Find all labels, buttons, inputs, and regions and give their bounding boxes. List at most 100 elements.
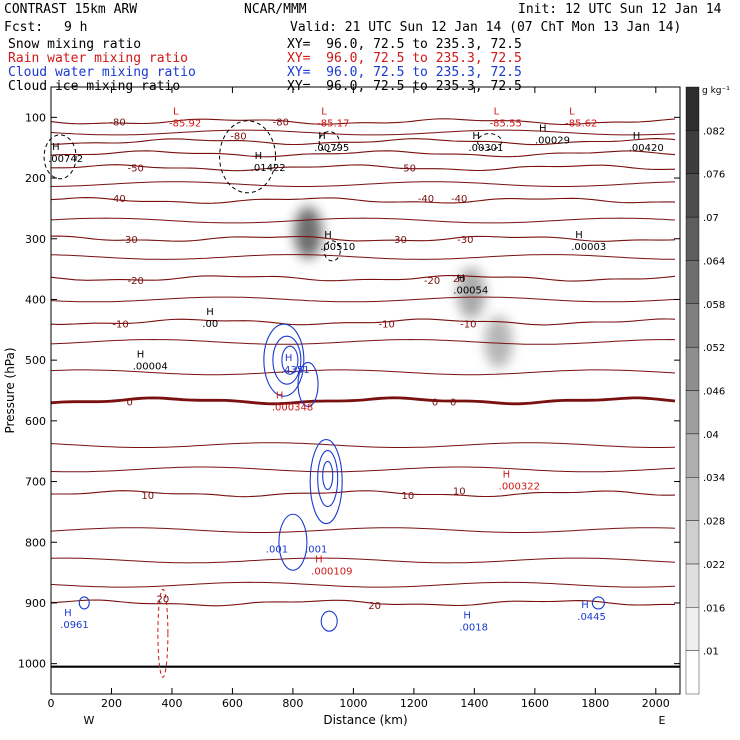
x-tick-label-400: 400 [161,697,182,710]
x-tick-label-0: 0 [48,697,55,710]
isotherm-minor-6 [50,369,676,376]
snow-shade-2 [484,315,513,368]
colorbar-swatch-8 [685,303,700,348]
cloud-water-contour-4 [309,438,343,525]
isotherm-minor-8 [50,466,676,473]
extremum-value-11: .00003 [571,242,606,253]
extremum-value-9: .01422 [251,163,286,174]
isotherm-label-15: -10 [378,320,394,331]
cloud-ice-contour-3 [476,133,502,151]
isotherm--30 [50,235,676,242]
colorbar-swatch-3 [685,520,700,565]
isotherm-minor-3 [50,254,675,260]
colorbar-swatch-0 [685,650,700,695]
colorbar-swatch-1 [685,607,700,651]
y-tick-label-400: 400 [25,293,46,306]
cloud-water-contour-8 [320,610,338,632]
extremum-marker-1: L [321,107,327,118]
extremum-value-14: .00004 [133,361,168,372]
x-tick-label-1200: 1200 [400,697,428,710]
isotherm-label-5: -40 [109,194,125,205]
snow-shade-0 [294,206,323,259]
colorbar-level-10: .07 [703,213,719,224]
extremum-value-19: .001 [305,544,327,555]
cloud-water-contour-10 [591,596,605,610]
cloud-ice-contour-0 [219,120,277,194]
extremum-marker-15: H [285,353,293,364]
extremum-value-4: .00742 [48,154,83,165]
y-tick-label-500: 500 [25,354,46,367]
extremum-value-16: .000348 [272,403,313,414]
x-tick-label-800: 800 [282,697,303,710]
extremum-value-6: .00301 [468,143,503,154]
isotherm-minor-0 [50,129,676,136]
extremum-marker-21: H [64,608,72,619]
cloud-water-contour-6 [322,460,334,491]
extremum-value-13: .00 [202,319,218,330]
isotherm-label-22: 10 [453,487,466,498]
isotherm-label-0: -80 [109,118,125,129]
header-fcst-label: Fcst: [4,20,44,35]
cloud-ice-contour-2 [318,131,340,153]
colorbar-swatch-9 [685,260,700,304]
extremum-marker-22: H [463,610,471,621]
extremum-value-8: .00420 [629,143,664,154]
cloud-water-contour-1 [272,335,302,385]
isotherm-10 [51,490,676,498]
extremum-marker-0: L [173,107,179,118]
y-tick-label-200: 200 [25,172,46,185]
colorbar-level-5: .04 [703,430,719,441]
x-tick-label-200: 200 [101,697,122,710]
header-fcst-value: 9 h [64,20,88,35]
colorbar-swatch-11 [685,173,700,218]
isotherm-label-8: -30 [121,235,137,246]
extremum-marker-23: H [581,600,589,611]
extremum-value-22: .0018 [459,622,488,633]
isotherm-minor-2 [50,217,676,224]
extremum-marker-7: H [539,124,547,135]
extremum-marker-8: H [633,131,641,142]
colorbar-swatch-7 [685,346,700,391]
isotherm-label-17: 0 [126,397,132,408]
x-tick-label-1800: 1800 [581,697,609,710]
extremum-marker-16: H [276,391,284,402]
isotherm-minor-4 [50,296,676,303]
isotherm-label-23: 20 [157,595,170,606]
header-center: NCAR/MMM [244,2,307,17]
cloud-water-contour-2 [281,345,299,375]
extremum-marker-4: H [52,142,60,153]
isotherm--20 [50,274,676,282]
isotherm-label-6: -40 [418,194,434,205]
extremum-marker-5: H [318,131,326,142]
extremum-marker-13: H [206,307,214,318]
colorbar-swatch-2 [685,563,700,608]
extremum-value-23: .0445 [577,612,606,623]
extremum-marker-2: L [494,107,500,118]
isotherm-minor-9 [50,527,676,533]
colorbar-level-1: .016 [703,603,725,614]
extremum-value-20: .000109 [311,567,352,578]
isotherm-label-19: 0 [450,397,456,408]
y-tick-label-300: 300 [25,233,46,246]
field-snow-name: Snow mixing ratio [8,37,142,52]
isotherm-minor-1 [50,181,676,187]
colorbar-swatch-10 [685,216,700,261]
extremum-value-5: .00795 [314,143,349,154]
isotherm-label-12: -20 [424,276,440,287]
colorbar-unit: g kg⁻¹ [702,86,730,96]
extremum-marker-11: H [575,230,583,241]
field-cloud-ice-name: Cloud ice mixing ratio [8,79,181,94]
extremum-value-7: .00029 [535,136,570,147]
isotherm-20 [50,599,675,607]
extremum-value-15: .4351 [281,365,310,376]
colorbar-level-9: .064 [703,256,725,267]
isotherm--50 [51,164,676,172]
field-cloud-water-xy: XY= 96.0, 72.5 to 235.3, 72.5 [287,65,522,80]
isotherm-minor-7 [50,442,676,448]
isotherm-label-1: -80 [273,118,289,129]
isotherm-label-18: 0 [432,397,438,408]
field-snow-xy: XY= 96.0, 72.5 to 235.3, 72.5 [287,37,522,52]
x-end-label-west: W [84,714,95,727]
colorbar-swatch-6 [685,390,700,435]
